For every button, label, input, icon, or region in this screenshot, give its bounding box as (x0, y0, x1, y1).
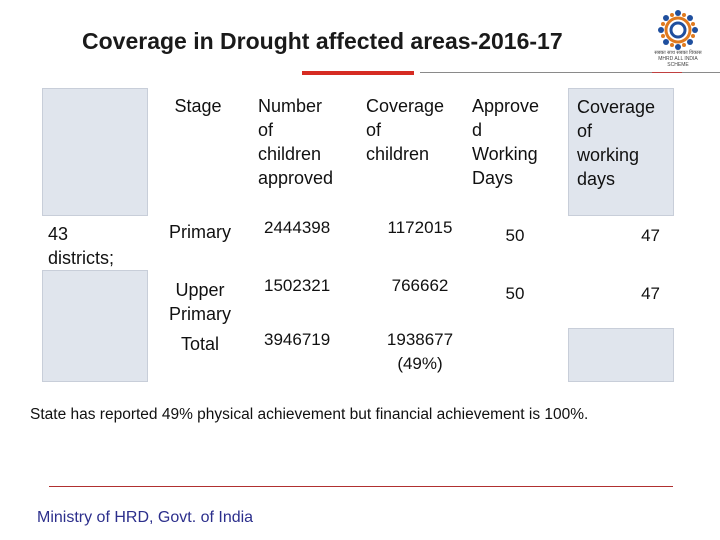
children-approved-cell: 3946719 (264, 328, 364, 382)
header-children-approved-line: approved (258, 168, 334, 188)
page-title: Coverage in Drought affected areas-2016-… (82, 28, 563, 54)
header-coverage-days-line: Coverage (577, 97, 656, 117)
stage-cell-line: Total (180, 334, 220, 354)
row-label-districts-line: districts; (48, 248, 115, 268)
children-approved-cell-line: 3946719 (264, 330, 331, 349)
coverage-days-cell: 47 (568, 282, 674, 336)
coverage-children-cell-line: 1938677 (386, 330, 454, 349)
stage-cell: Primary (148, 220, 252, 276)
approved-days-cell: 50 (472, 282, 558, 336)
header-approved-days-line: Approve (472, 96, 540, 116)
header-approved-days-line: Working (472, 144, 538, 164)
coverage-children-cell-line: 1172015 (387, 218, 453, 237)
header-blank (42, 88, 148, 216)
logo-caption-line: सबका साथ सबका विकास (654, 50, 702, 56)
approved-days-cell (472, 336, 558, 390)
row-label-districts-line: 43 (48, 224, 69, 244)
header-children-approved: Number of children approved (258, 94, 363, 214)
header-stage: Stage (148, 94, 248, 214)
title-accent-bar (302, 71, 414, 75)
header-stage-line: Stage (174, 96, 222, 116)
coverage-children-cell: 766662 (370, 274, 470, 328)
coverage-children-cell-line: (49%) (397, 354, 443, 373)
title-divider (420, 72, 720, 73)
children-approved-cell-line: 2444398 (264, 218, 331, 237)
footer-divider (49, 486, 673, 487)
approved-days-cell-line: 50 (505, 284, 525, 303)
header-approved-days: Approve d Working Days (472, 94, 568, 214)
header-coverage-days-line: working (577, 145, 640, 165)
header-coverage-days: Coverage of working days (568, 88, 674, 216)
coverage-days-cell-line: 47 (641, 284, 660, 303)
children-approved-cell: 2444398 (264, 216, 364, 272)
header-coverage-days-line: of (577, 121, 593, 141)
total-coverage-days-blank (568, 328, 674, 382)
logo-underline (652, 72, 682, 73)
footer-text: Ministry of HRD, Govt. of India (37, 509, 254, 526)
ministry-logo-icon (658, 10, 698, 50)
children-approved-cell: 1502321 (264, 274, 364, 328)
header-coverage-children-line: Coverage (366, 96, 445, 116)
logo-caption-line: MHRD ALL INDIA SCHEME (658, 56, 698, 68)
stage-cell-line: Primary (169, 304, 231, 324)
header-coverage-children-line: of (366, 120, 382, 140)
coverage-children-cell-line: 766662 (391, 276, 449, 295)
header-children-approved-line: of (258, 120, 274, 140)
children-approved-cell-line: 1502321 (264, 276, 331, 295)
row-label-blank (42, 270, 148, 382)
approved-days-cell-line: 50 (505, 226, 525, 245)
coverage-days-cell: 47 (568, 224, 674, 280)
header-children-approved-line: children (258, 144, 322, 164)
stage-cell: Total (148, 332, 252, 386)
coverage-days-cell-line: 47 (641, 226, 660, 245)
stage-cell-line: Primary (169, 222, 231, 242)
coverage-children-cell: 1172015 (370, 216, 470, 272)
achievement-note: State has reported 49% physical achievem… (30, 406, 589, 423)
stage-cell: Upper Primary (148, 278, 252, 332)
coverage-children-cell: 1938677 (49%) (370, 328, 470, 382)
header-approved-days-line: d (472, 120, 483, 140)
approved-days-cell: 50 (472, 224, 558, 280)
header-coverage-days-line: days (577, 169, 616, 189)
header-coverage-children-line: children (366, 144, 430, 164)
logo-caption: सबका साथ सबका विकास MHRD ALL INDIA SCHEM… (648, 50, 708, 68)
stage-cell-line: Upper (175, 280, 225, 300)
header-approved-days-line: Days (472, 168, 514, 188)
header-children-approved-line: Number (258, 96, 323, 116)
row-label-districts: 43 districts; (42, 216, 148, 270)
header-coverage-children: Coverage of children (366, 94, 471, 214)
